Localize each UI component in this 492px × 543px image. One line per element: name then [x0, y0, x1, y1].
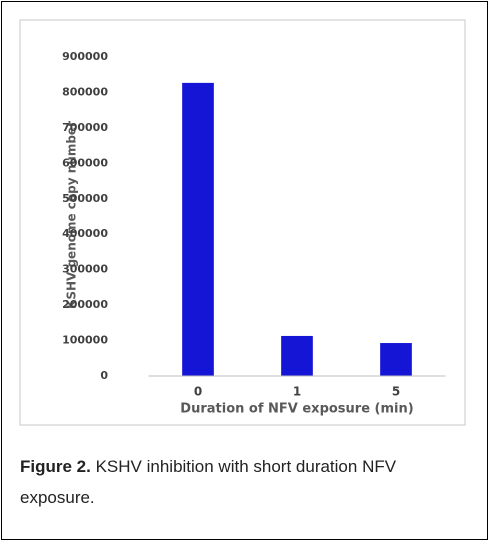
y-tick-label: 100000 — [62, 334, 108, 347]
chart-frame — [19, 19, 466, 426]
y-tick-label: 200000 — [62, 298, 108, 311]
x-tick-label: 1 — [293, 385, 301, 399]
y-tick-label: 500000 — [62, 192, 108, 205]
y-tick-label: 900000 — [62, 50, 108, 63]
y-axis-title: KSHV genome copy number — [65, 121, 79, 309]
caption-text: KSHV inhibition with short duration NFV … — [20, 457, 397, 507]
y-tick-label: 0 — [100, 369, 108, 382]
x-tick-label: 0 — [194, 385, 202, 399]
y-tick-label: 800000 — [62, 85, 108, 98]
y-tick-label: 400000 — [62, 227, 108, 240]
bar — [380, 343, 412, 376]
bar — [281, 335, 313, 376]
x-axis-title: Duration of NFV exposure (min) — [180, 402, 413, 417]
caption: Figure 2. KSHV inhibition with short dur… — [20, 451, 470, 513]
y-tick-label: 300000 — [62, 263, 108, 276]
caption-label: Figure 2. — [20, 457, 91, 476]
bar — [182, 82, 214, 376]
y-tick-label: 700000 — [62, 121, 108, 134]
x-tick-label: 5 — [392, 385, 400, 399]
y-tick-label: 600000 — [62, 156, 108, 169]
